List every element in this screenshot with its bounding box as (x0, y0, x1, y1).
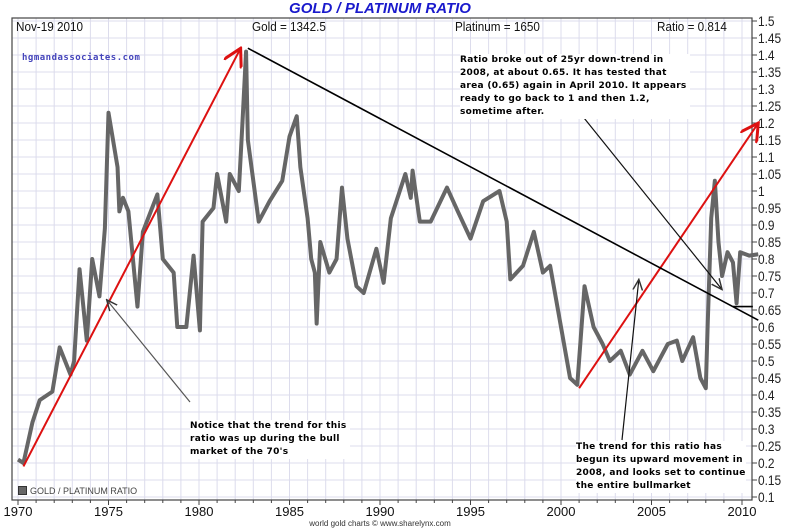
x-tick-label: 1985 (275, 504, 304, 519)
x-tick-label: 1990 (366, 504, 395, 519)
y-tick-label: 1.25 (758, 98, 781, 114)
annotation-70s-trend: Notice that the trend for this ratio was… (190, 420, 350, 459)
x-tick-label: 1980 (185, 504, 214, 519)
legend-swatch (18, 486, 27, 495)
y-tick-label: 1.35 (758, 64, 781, 80)
trendline (247, 47, 759, 321)
y-tick-label: 0.65 (758, 302, 781, 318)
y-tick-label: 0.15 (758, 472, 781, 488)
x-tick-label: 1970 (4, 504, 33, 519)
y-tick-label: 1.05 (758, 166, 781, 182)
y-tick-label: 0.75 (758, 268, 781, 284)
y-tick-label: 0.25 (758, 438, 781, 454)
x-tick-label: 2010 (728, 504, 757, 519)
x-tick-label: 2000 (547, 504, 576, 519)
y-tick-label: 0.3 (758, 421, 775, 437)
footer-credit: world gold charts © www.sharelynx.com (309, 519, 451, 528)
y-tick-label: 0.1 (758, 489, 775, 505)
y-tick-label: 1.5 (758, 13, 775, 29)
y-tick-label: 1 (758, 183, 765, 199)
y-tick-label: 0.8 (758, 251, 775, 267)
y-tick-label: 1.15 (758, 132, 781, 148)
x-tick-label: 1975 (94, 504, 123, 519)
x-tick-label: 1995 (456, 504, 485, 519)
header-ratio: Ratio = 0.814 (657, 19, 727, 34)
legend: GOLD / PLATINUM RATIO (18, 486, 137, 496)
y-tick-label: 0.55 (758, 336, 781, 352)
annotation-arrow (107, 300, 191, 403)
chart-title: GOLD / PLATINUM RATIO (289, 0, 471, 17)
trendline (22, 48, 240, 467)
y-tick-label: 1.2 (758, 115, 775, 131)
y-tick-label: 0.45 (758, 370, 781, 386)
x-tick-label: 2005 (637, 504, 666, 519)
y-tick-label: 0.4 (758, 387, 775, 403)
header-date: Nov-19 2010 (16, 19, 84, 34)
y-tick-label: 1.3 (758, 81, 775, 97)
legend-label: GOLD / PLATINUM RATIO (30, 486, 138, 496)
y-tick-label: 0.9 (758, 217, 775, 233)
y-tick-label: 0.7 (758, 285, 775, 301)
y-tick-label: 0.6 (758, 319, 775, 335)
trendline (578, 123, 758, 389)
series-line (16, 49, 759, 465)
y-tick-label: 0.5 (758, 353, 775, 369)
annotation-arrow (621, 279, 639, 441)
annotation-arrow (575, 107, 722, 290)
header-platinum: Platinum = 1650 (455, 19, 540, 34)
y-tick-label: 0.35 (758, 404, 781, 420)
y-tick-label: 0.2 (758, 455, 775, 471)
y-tick-label: 1.4 (758, 47, 775, 63)
annotation-breakout: Ratio broke out of 25yr down-trend in 20… (460, 54, 690, 119)
y-tick-label: 1.1 (758, 149, 775, 165)
y-tick-label: 0.85 (758, 234, 781, 250)
y-tick-label: 1.45 (758, 30, 781, 46)
annotation-upward-trend: The trend for this ratio has begun its u… (576, 441, 746, 493)
y-tick-label: 0.95 (758, 200, 781, 216)
watermark: hgmandassociates.com (22, 53, 141, 63)
header-gold: Gold = 1342.5 (252, 19, 326, 34)
